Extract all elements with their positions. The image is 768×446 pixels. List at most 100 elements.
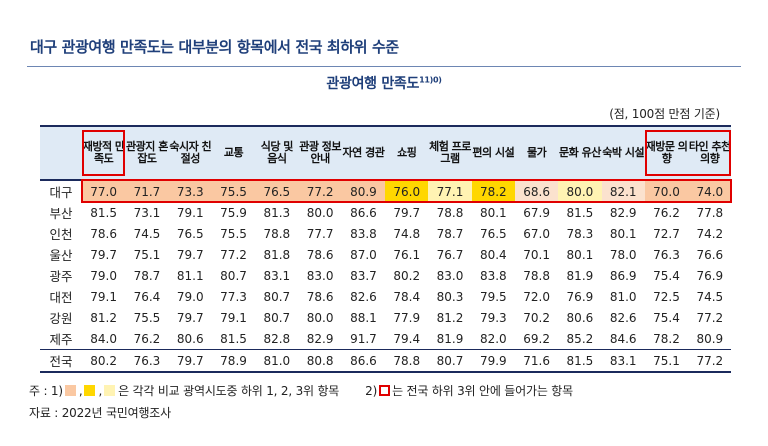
value-cell: 81.2 [436, 310, 464, 325]
value-cell: 81.8 [263, 247, 291, 262]
value-cell: 76.5 [176, 226, 204, 241]
value-cell: 83.1 [263, 268, 291, 283]
column-header: 재방문 의향 [644, 125, 689, 181]
value-cell: 79.5 [479, 289, 507, 304]
value-cell: 83.8 [350, 226, 377, 241]
value-cell: 76.7 [436, 247, 464, 262]
value-cell: 77.2 [220, 247, 247, 262]
value-cell: 75.1 [133, 247, 161, 262]
value-cell: 81.5 [90, 205, 117, 220]
value-cell: 80.1 [479, 205, 507, 220]
value-cell: 80.8 [298, 349, 342, 373]
value-cell: 75.1 [644, 349, 689, 373]
column-header: 문화 유산 [558, 125, 602, 181]
value-cell: 84.0 [90, 331, 117, 346]
column-header: 물가 [514, 125, 559, 181]
value-cell: 76.5 [479, 226, 507, 241]
value-cell: 74.2 [696, 226, 724, 241]
table-row: 부산 81.5 73.1 79.1 75.9 81.3 80.0 86.6 79.7 78.8 80… [40, 202, 731, 223]
table-body: 대구 77.0 71.7 73.3 75.5 76.5 77.2 80.9 76.0 77.1 78… [40, 180, 732, 373]
table-row: 전국 80.2 76.3 79.7 78.9 81.0 80.8 86.6 78.8 80.7 79… [40, 349, 732, 373]
value-cell: 81.5 [566, 205, 594, 220]
column-header: 체험 프로그램 [428, 125, 472, 181]
value-cell: 80.6 [566, 310, 594, 325]
value-cell: 78.2 [471, 180, 515, 202]
value-cell: 86.6 [341, 349, 386, 373]
column-header: 숙박 시설 [601, 125, 645, 181]
value-cell: 77.3 [220, 289, 247, 304]
value-cell: 74.5 [696, 289, 724, 304]
rank2-swatch [84, 385, 96, 396]
satisfaction-table: 재방적 만족도 관광지 혼잡도 숙시자 친절성 교통 식당 및 음식 관광 정보 안내 자연… [40, 125, 732, 373]
value-cell: 72.5 [653, 289, 680, 304]
value-cell: 73.1 [133, 205, 161, 220]
value-cell: 78.6 [306, 247, 334, 262]
value-cell: 74.0 [688, 180, 732, 202]
value-cell: 80.1 [609, 226, 637, 241]
headline: 대구 관광여행 만족도는 대부분의 항목에서 전국 최하위 수준 [30, 38, 399, 56]
value-cell: 82.8 [263, 331, 291, 346]
rank3-swatch [104, 385, 116, 396]
value-cell: 79.3 [479, 310, 507, 325]
value-cell: 80.0 [558, 180, 602, 202]
table-row: 울산 79.7 75.1 79.7 77.2 81.8 78.6 87.0 76.1 76.7 80… [40, 244, 731, 265]
value-cell: 78.9 [211, 349, 256, 373]
value-cell: 82.0 [479, 331, 507, 346]
region-cell: 부산 [49, 206, 73, 221]
value-cell: 85.2 [566, 331, 594, 346]
column-header: 타인 추천 의향 [688, 125, 732, 181]
value-cell: 79.7 [393, 205, 421, 220]
column-header: 관광지 혼잡도 [125, 125, 169, 181]
value-cell: 76.4 [133, 289, 161, 304]
value-cell: 78.7 [133, 268, 161, 283]
source-note: 자료 : 2022년 국민여행조사 [29, 406, 171, 420]
region-cell: 대전 [49, 290, 73, 305]
value-cell: 76.3 [125, 349, 169, 373]
value-cell: 79.4 [393, 331, 421, 346]
value-cell: 81.1 [176, 268, 204, 283]
value-cell: 81.9 [436, 331, 464, 346]
headline-divider [27, 66, 741, 67]
value-cell: 76.6 [696, 247, 724, 262]
value-cell: 76.9 [696, 268, 724, 283]
column-header: 관광 정보 안내 [298, 125, 342, 181]
value-cell: 76.0 [385, 180, 429, 202]
value-cell: 88.1 [350, 310, 377, 325]
region-cell: 울산 [49, 248, 73, 263]
value-cell: 80.9 [696, 331, 724, 346]
note2-prefix: 2) [365, 383, 378, 398]
value-cell: 75.5 [211, 180, 256, 202]
value-cell: 76.9 [566, 289, 594, 304]
note2-text: 는 전국 하위 3위 안에 들어가는 항목 [392, 384, 573, 398]
value-cell: 79.0 [176, 289, 204, 304]
value-cell: 76.2 [133, 331, 161, 346]
value-cell: 69.2 [523, 331, 550, 346]
value-cell: 77.8 [696, 205, 724, 220]
value-cell: 75.5 [220, 226, 247, 241]
value-cell: 78.7 [436, 226, 464, 241]
value-cell: 78.3 [566, 226, 594, 241]
value-cell: 74.5 [133, 226, 161, 241]
value-cell: 80.7 [220, 268, 247, 283]
region-cell: 광주 [49, 269, 73, 284]
value-cell: 80.0 [306, 205, 334, 220]
value-cell: 80.7 [428, 349, 472, 373]
column-header: 자연 경관 [341, 125, 386, 181]
table-row: 강원 81.2 75.5 79.7 79.1 80.7 80.0 88.1 77.9 81.2 79… [40, 307, 731, 328]
value-cell: 72.0 [523, 289, 550, 304]
value-cell: 82.6 [350, 289, 377, 304]
header-row: 재방적 만족도 관광지 혼잡도 숙시자 친절성 교통 식당 및 음식 관광 정보 안내 자연… [40, 125, 732, 181]
table-row: 광주 79.0 78.7 81.1 80.7 83.1 83.0 83.7 80.2 83.0 83… [40, 265, 731, 286]
value-cell: 81.2 [90, 310, 117, 325]
value-cell: 91.7 [350, 331, 377, 346]
table-note: 주 : 1) , , 은 각각 비교 광역시도중 하위 1, 2, 3위 항목 … [29, 383, 573, 399]
value-cell: 67.9 [523, 205, 550, 220]
value-cell: 81.3 [263, 205, 291, 220]
value-cell: 78.0 [609, 247, 637, 262]
value-cell: 82.6 [609, 310, 637, 325]
value-cell: 81.5 [558, 349, 602, 373]
column-header: 교통 [211, 125, 256, 181]
value-cell: 77.1 [428, 180, 472, 202]
red-box-swatch [379, 385, 391, 396]
header-corner [40, 125, 82, 181]
